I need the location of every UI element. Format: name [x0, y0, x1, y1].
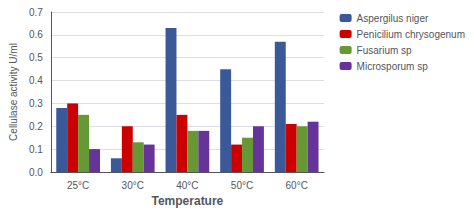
- svg-text:40°C: 40°C: [176, 180, 198, 191]
- svg-text:50°C: 50°C: [231, 180, 253, 191]
- svg-text:0.5: 0.5: [29, 52, 43, 63]
- svg-text:0.4: 0.4: [29, 75, 43, 86]
- svg-text:Aspergilus niger: Aspergilus niger: [357, 13, 429, 24]
- svg-text:0.6: 0.6: [29, 29, 43, 40]
- svg-text:30°C: 30°C: [122, 180, 144, 191]
- svg-text:0.2: 0.2: [29, 121, 43, 132]
- svg-text:Penicilium chrysogenum: Penicilium chrysogenum: [357, 29, 465, 40]
- svg-text:60°C: 60°C: [286, 180, 308, 191]
- svg-text:0.1: 0.1: [29, 144, 43, 155]
- svg-text:25°C: 25°C: [67, 180, 89, 191]
- svg-text:Fusarium sp: Fusarium sp: [357, 45, 412, 56]
- svg-text:Temperature: Temperature: [151, 194, 223, 208]
- svg-text:Microsporum sp: Microsporum sp: [357, 61, 429, 72]
- svg-text:0.0: 0.0: [29, 167, 43, 178]
- svg-text:0.7: 0.7: [29, 7, 43, 18]
- svg-text:Cellulase activity U/ml: Cellulase activity U/ml: [8, 43, 19, 141]
- svg-text:0.3: 0.3: [29, 98, 43, 109]
